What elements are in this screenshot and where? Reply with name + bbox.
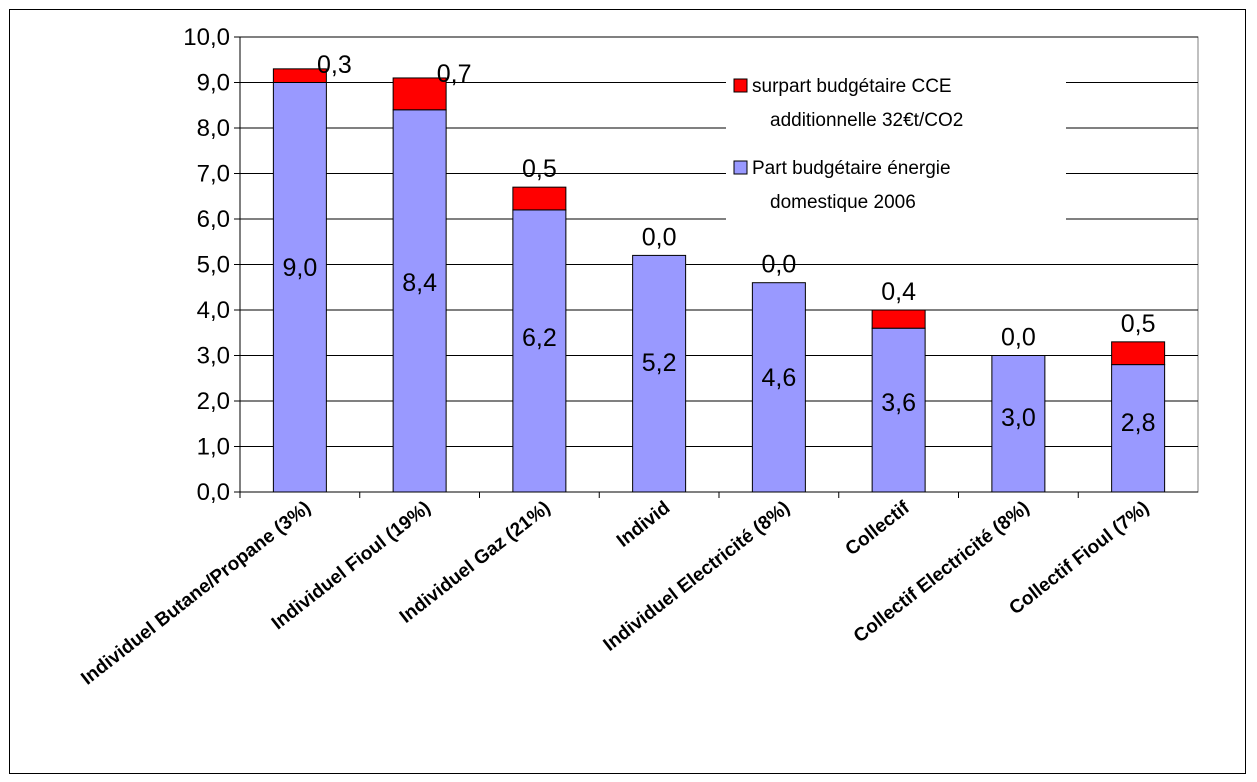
bar-top-label: 0,7 [437, 60, 472, 88]
legend-swatch-1 [733, 78, 748, 93]
bar-top-label: 0,5 [1121, 310, 1156, 338]
y-tick-label: 0,0 [197, 479, 230, 506]
bar-base-8 [1111, 364, 1166, 493]
bar-top-label: 0,5 [522, 155, 557, 183]
y-tick-label: 6,0 [197, 206, 230, 233]
bar-base-label: 3,6 [881, 389, 916, 417]
y-tick-label: 4,0 [197, 297, 230, 324]
bar-top-2 [392, 77, 447, 111]
legend-swatch-2 [733, 160, 748, 175]
y-tick-label: 1,0 [197, 434, 230, 461]
y-tick-label: 7,0 [197, 161, 230, 188]
legend-label: surpart budgétaire CCE [752, 76, 952, 97]
bar-top-1 [272, 68, 327, 83]
bar-top-label: 0,0 [761, 251, 796, 279]
bar-top-label: 0,4 [881, 278, 916, 306]
y-tick-label: 2,0 [197, 388, 230, 415]
y-tick-label: 3,0 [197, 343, 230, 370]
bar-base-label: 5,2 [642, 349, 677, 377]
bar-top-3 [512, 186, 567, 211]
y-tick-label: 9,0 [197, 70, 230, 97]
legend-label: domestique 2006 [770, 192, 916, 213]
bar-base-7 [991, 355, 1046, 493]
legend-label: Part budgétaire énergie [752, 158, 951, 179]
bar-top-8 [1111, 341, 1166, 366]
x-category-label: Individ [613, 497, 674, 551]
legend-box [726, 62, 1066, 230]
bar-top-label: 0,0 [1001, 324, 1036, 352]
y-tick-label: 5,0 [197, 252, 230, 279]
bar-top-6 [871, 309, 926, 329]
bar-base-label: 3,0 [1001, 404, 1036, 432]
bar-base-label: 6,2 [522, 324, 557, 352]
bar-base-label: 4,6 [761, 364, 796, 392]
y-tick-label: 8,0 [197, 115, 230, 142]
x-category-label: Individuel Butane/Propane (3%) [77, 497, 315, 689]
bar-base-label: 9,0 [282, 254, 317, 282]
bar-top-label: 0,0 [642, 223, 677, 251]
bar-base-6 [871, 327, 926, 493]
bar-top-label: 0,3 [317, 51, 352, 79]
bar-base-3 [512, 209, 567, 493]
chart-frame: 0,0 1,0 2,0 3,0 4,0 5,0 6,0 7,0 8,0 9,0 10,0 9,0 0,3… [9, 9, 1246, 774]
x-category-label: Individuel Electricité (8%) [600, 497, 794, 655]
stacked-bar-chart: 0,0 1,0 2,0 3,0 4,0 5,0 6,0 7,0 8,0 9,0 10,0 9,0 0,3… [77, 24, 1199, 689]
bar-base-label: 2,8 [1121, 409, 1156, 437]
bar-base-4 [632, 254, 687, 493]
x-category-label: Collectif [842, 497, 915, 560]
bar-base-5 [751, 282, 806, 493]
bar-base-label: 8,4 [402, 269, 437, 297]
bar-base-1 [272, 82, 327, 493]
bar-base-2 [392, 109, 447, 493]
legend-label: additionnelle 32€t/CO2 [770, 110, 963, 131]
y-tick-label: 10,0 [183, 24, 230, 51]
